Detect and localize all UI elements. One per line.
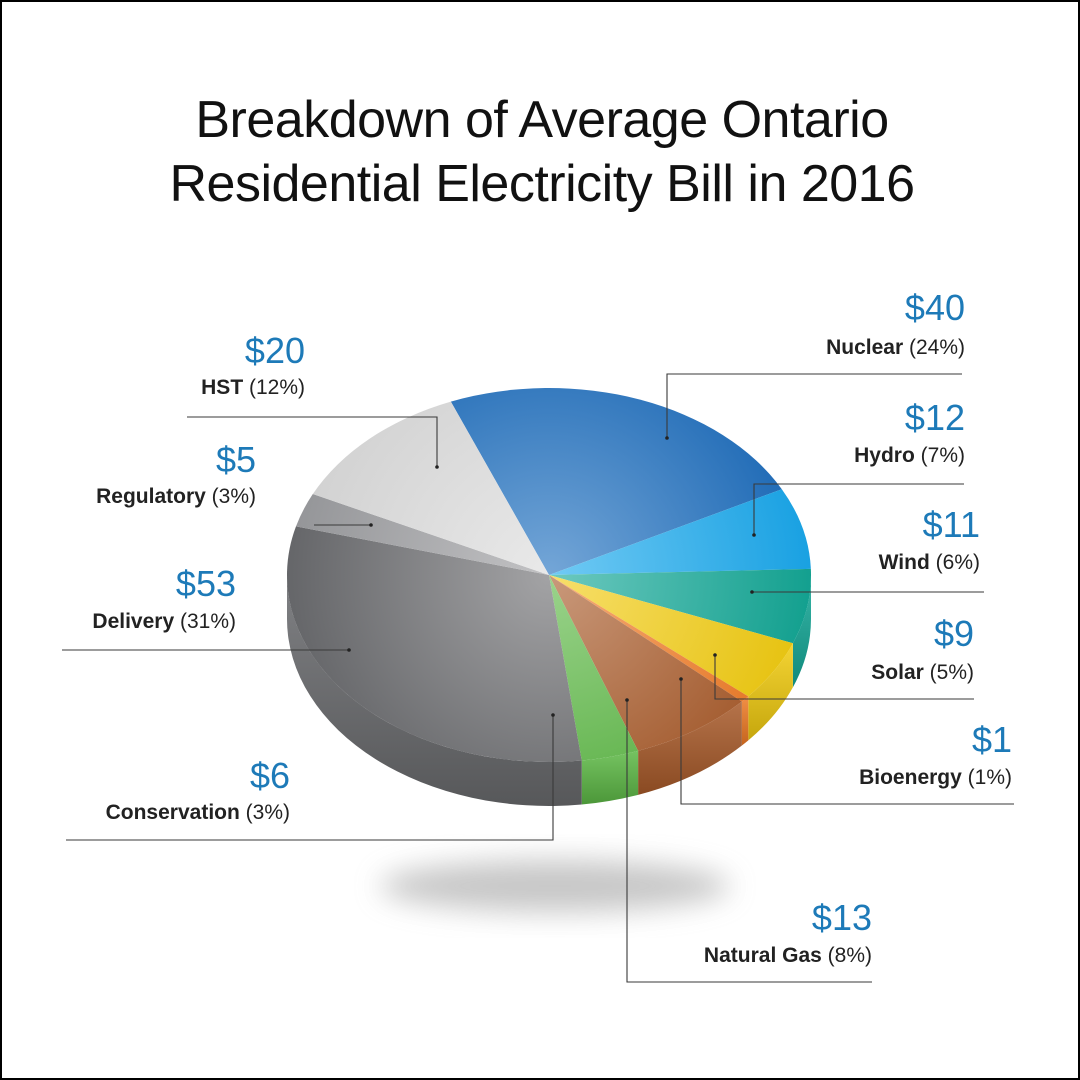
pie-side-bioenergy (741, 696, 749, 746)
pie-side-natural-gas (638, 701, 742, 795)
pie-slice-natural-gas (549, 575, 742, 751)
leader-dot-wind (750, 590, 754, 594)
leader-line-natural-gas (626, 700, 872, 983)
category-label-natural-gas: Natural Gas (8%) (704, 944, 872, 967)
pie-slice-nuclear (450, 388, 782, 575)
value-label-solar: $9 (934, 613, 974, 654)
category-percent-hydro: (7%) (915, 444, 965, 467)
leader-dot-hst (435, 465, 439, 469)
category-label-delivery: Delivery (31%) (92, 610, 236, 633)
pie-slice-conservation (549, 575, 639, 761)
chart-title-line-1: Breakdown of Average Ontario (195, 91, 889, 149)
pie-slice-delivery (287, 526, 582, 762)
leader-line-hydro (753, 483, 964, 535)
leader-line-hst (187, 416, 438, 467)
category-percent-hst: (12%) (243, 376, 305, 399)
category-percent-solar: (5%) (924, 661, 974, 684)
pie-side-wind (792, 575, 811, 688)
leader-dot-nuclear (665, 436, 669, 440)
category-label-conservation: Conservation (3%) (106, 801, 290, 824)
chart-title: Breakdown of Average Ontario Residential… (2, 88, 1078, 216)
category-name-hydro: Hydro (854, 444, 915, 467)
category-label-hst: HST (12%) (201, 376, 305, 399)
category-name-delivery: Delivery (92, 610, 174, 633)
pie-side-solar (748, 643, 793, 741)
pie-floor-shadow (380, 860, 730, 912)
leader-line-conservation (66, 715, 554, 841)
category-label-nuclear: Nuclear (24%) (826, 336, 965, 359)
category-name-natural-gas: Natural Gas (704, 944, 822, 967)
category-label-hydro: Hydro (7%) (854, 444, 965, 467)
value-label-delivery: $53 (176, 563, 236, 604)
pie-slices (287, 388, 811, 762)
pie-side-delivery (287, 575, 582, 806)
pie-slice-wind (549, 568, 811, 644)
category-name-bioenergy: Bioenergy (859, 766, 962, 789)
leader-dot-regulatory (369, 523, 373, 527)
category-name-nuclear: Nuclear (826, 336, 903, 359)
category-label-wind: Wind (6%) (879, 551, 980, 574)
category-percent-natural-gas: (8%) (822, 944, 872, 967)
leader-dot-solar (713, 653, 717, 657)
leader-dot-delivery (347, 648, 351, 652)
category-label-regulatory: Regulatory (3%) (96, 485, 256, 508)
leader-line-nuclear (666, 373, 962, 438)
value-label-regulatory: $5 (216, 439, 256, 480)
category-label-solar: Solar (5%) (871, 661, 974, 684)
category-percent-bioenergy: (1%) (962, 766, 1012, 789)
pie-side-conservation (581, 750, 639, 805)
value-label-hydro: $12 (905, 397, 965, 438)
category-name-regulatory: Regulatory (96, 485, 206, 508)
category-name-hst: HST (201, 376, 243, 399)
pie-slice-regulatory (295, 494, 549, 575)
category-percent-regulatory: (3%) (206, 485, 256, 508)
pie-slice-hydro (549, 489, 811, 575)
value-label-natural-gas: $13 (812, 897, 872, 938)
pie-slice-hst (312, 401, 549, 575)
pie-slice-solar (549, 575, 793, 697)
pie-side-walls (287, 575, 811, 806)
category-percent-wind: (6%) (930, 551, 980, 574)
leader-line-bioenergy (680, 679, 1014, 805)
category-label-bioenergy: Bioenergy (1%) (859, 766, 1012, 789)
category-percent-delivery: (31%) (174, 610, 236, 633)
leader-line-solar (714, 655, 974, 700)
value-label-conservation: $6 (250, 755, 290, 796)
category-name-solar: Solar (871, 661, 924, 684)
category-name-conservation: Conservation (106, 801, 240, 824)
value-label-hst: $20 (245, 330, 305, 371)
value-label-bioenergy: $1 (972, 719, 1012, 760)
category-percent-conservation: (3%) (240, 801, 290, 824)
leader-dot-conservation (551, 713, 555, 717)
pie-slice-bioenergy (549, 575, 749, 702)
category-name-wind: Wind (879, 551, 930, 574)
leader-dot-bioenergy (679, 677, 683, 681)
leader-dot-hydro (752, 533, 756, 537)
chart-title-line-2: Residential Electricity Bill in 2016 (169, 155, 915, 213)
leader-dot-natural-gas (625, 698, 629, 702)
value-label-wind: $11 (923, 504, 980, 545)
category-percent-nuclear: (24%) (903, 336, 965, 359)
value-label-nuclear: $40 (905, 287, 965, 328)
